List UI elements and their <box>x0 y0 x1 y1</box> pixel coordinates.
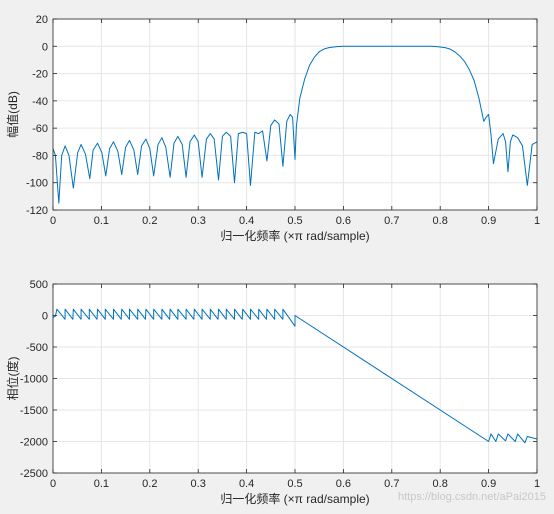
x-tick-label: 1 <box>534 215 540 227</box>
x-tick-label: 0.2 <box>142 215 157 227</box>
x-tick-label: 0.4 <box>239 215 254 227</box>
y-tick-label: -2000 <box>20 437 48 449</box>
x-tick-label: 0.1 <box>94 478 109 490</box>
y-tick-label: 0 <box>42 41 48 53</box>
y-tick-label: 500 <box>30 279 48 291</box>
x-tick-label: 0.6 <box>336 215 351 227</box>
y-tick-label: 0 <box>42 311 48 323</box>
x-tick-label: 0.9 <box>481 478 496 490</box>
y-tick-label: -2500 <box>20 468 48 480</box>
x-tick-label: 0.6 <box>336 478 351 490</box>
x-tick-label: 0.8 <box>433 478 448 490</box>
x-tick-label: 0.1 <box>94 215 109 227</box>
y-axis-label: 相位(度) <box>5 357 20 401</box>
x-tick-label: 0.3 <box>191 215 206 227</box>
x-tick-label: 0.5 <box>287 478 302 490</box>
x-tick-label: 0 <box>50 478 56 490</box>
x-tick-label: 1 <box>534 478 540 490</box>
series-line <box>52 45 538 204</box>
y-tick-label: -80 <box>32 150 48 162</box>
x-tick-label: 0.3 <box>191 478 206 490</box>
y-tick-label: -40 <box>32 96 48 108</box>
x-tick-label: 0.2 <box>142 478 157 490</box>
x-tick-label: 0.7 <box>384 478 399 490</box>
x-tick-label: 0.8 <box>433 215 448 227</box>
y-tick-label: -20 <box>32 69 48 81</box>
x-axis-label: 归一化频率 (×π rad/sample) <box>220 491 369 506</box>
x-tick-label: 0.9 <box>481 215 496 227</box>
magnitude-plot: 0 0.1 0.2 0.3 0.4 0.5 0.6 0.7 0.8 0.9 1 20 0 -20 -40 -6… <box>5 14 540 243</box>
x-axis-label: 归一化频率 (×π rad/sample) <box>220 228 369 243</box>
y-tick-label: -60 <box>32 123 48 135</box>
x-tick-label: 0 <box>50 215 56 227</box>
y-tick-label: -1000 <box>20 374 48 386</box>
x-tick-label: 0.5 <box>287 215 302 227</box>
y-tick-label: 20 <box>36 14 48 26</box>
y-tick-label: -100 <box>26 178 48 190</box>
y-tick-label: -120 <box>26 205 48 217</box>
watermark: https://blog.csdn.net/aPai2015 <box>398 491 546 503</box>
y-tick-label: -1500 <box>20 405 48 417</box>
x-tick-label: 0.7 <box>384 215 399 227</box>
phase-plot: 0 0.1 0.2 0.3 0.4 0.5 0.6 0.7 0.8 0.9 1 500 0 -500 -10… <box>5 279 540 506</box>
x-tick-label: 0.4 <box>239 478 254 490</box>
series-line <box>52 308 538 444</box>
y-tick-label: -500 <box>26 342 48 354</box>
y-axis-label: 幅值(dB) <box>5 91 20 138</box>
